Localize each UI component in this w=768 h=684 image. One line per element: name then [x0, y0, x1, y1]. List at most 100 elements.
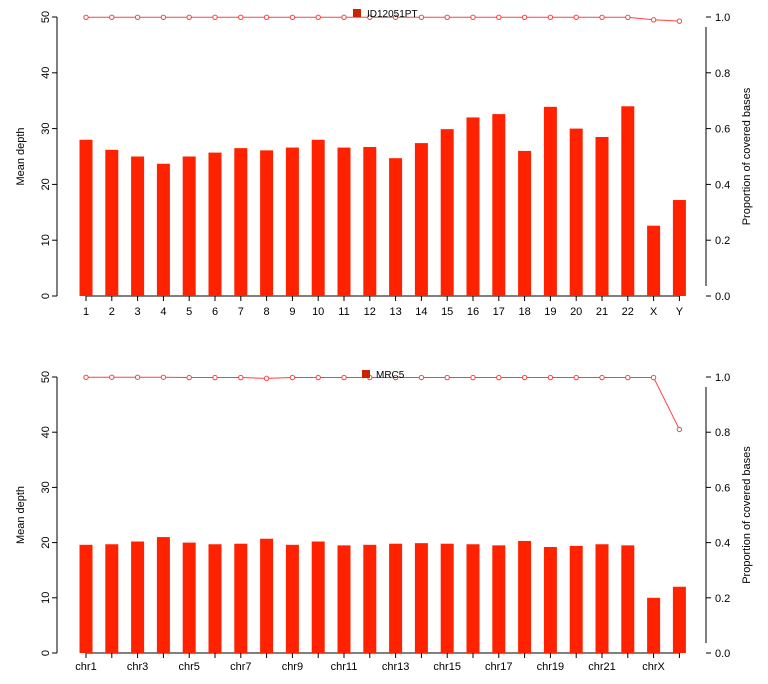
x-tick-label: Y [676, 306, 684, 318]
x-tick-label: chr11 [331, 661, 358, 673]
bar-chr12 [363, 544, 377, 653]
x-tick-label: chr15 [433, 661, 461, 673]
bar-chr18 [518, 540, 532, 653]
right-y-tick-label: 0.2 [715, 235, 730, 247]
bar-5 [182, 156, 196, 296]
proportion-point-chr11 [341, 374, 347, 381]
proportion-point-1 [83, 14, 89, 20]
x-tick-label: chr13 [382, 661, 410, 673]
proportion-point-X [650, 17, 657, 23]
left-y-tick-label: 10 [40, 592, 52, 604]
bar-9 [285, 147, 299, 296]
bar-7 [234, 148, 248, 296]
bar-chr19 [543, 547, 557, 653]
x-tick-label: chr7 [230, 661, 251, 673]
proportion-point-chr8 [263, 375, 270, 382]
x-tick-label: chr17 [485, 661, 513, 673]
bar-1 [79, 139, 93, 296]
proportion-point-chr9 [289, 374, 296, 381]
chart-panel-1: 0 10 20 30 40 50 Mean depth 0.0 0.2 0.4 0.6 0.8 1.0 P… [15, 9, 753, 318]
bar-19 [543, 106, 557, 296]
proportion-point-chr4 [160, 374, 167, 380]
bar-chr17 [492, 545, 506, 653]
bar-chr1 [79, 544, 93, 653]
proportion-point-13 [392, 14, 399, 20]
right-y-tick-label: 0.0 [715, 291, 730, 303]
bar-chr16 [466, 544, 480, 653]
bar-11 [337, 147, 351, 296]
proportion-point-7 [238, 14, 244, 20]
left-y-tick-label: 40 [40, 67, 52, 79]
right-y-tick-label: 0.2 [715, 593, 730, 605]
x-tick-label: chr3 [127, 661, 148, 673]
bar-3 [131, 156, 145, 296]
proportion-point-5 [186, 14, 192, 20]
bar-chr13 [389, 543, 403, 653]
proportion-point-chr2 [109, 374, 115, 380]
proportion-point-chr17 [496, 374, 502, 381]
right-y-axis-label: Proportion of covered bases [741, 87, 753, 225]
proportion-point-chr16 [470, 374, 476, 381]
bar-chr21 [595, 544, 609, 653]
bar-15 [440, 129, 454, 296]
x-tick-label: 7 [238, 306, 244, 318]
proportion-point-14 [418, 14, 425, 20]
right-y-axis-label: Proportion of covered bases [741, 446, 753, 584]
bar-13 [389, 158, 403, 296]
proportion-point-3 [134, 14, 141, 20]
left-y-tick-label: 10 [40, 234, 52, 246]
bar-chrY [672, 586, 686, 653]
bar-chr11 [337, 545, 351, 653]
bar-chr9 [285, 544, 299, 653]
proportion-point-chr21 [599, 374, 605, 381]
x-tick-label: X [650, 306, 658, 318]
x-tick-label: chr19 [537, 661, 565, 673]
proportion-point-20 [573, 14, 579, 20]
proportion-point-Y [676, 18, 683, 24]
proportion-point-19 [547, 14, 554, 20]
proportion-point-21 [599, 14, 605, 20]
proportion-line [86, 376, 680, 430]
proportion-point-8 [263, 14, 270, 20]
x-tick-label: 8 [264, 306, 270, 318]
x-tick-label: 1 [83, 306, 89, 318]
bar-chr5 [182, 542, 196, 653]
x-tick-label: 14 [415, 306, 427, 318]
bar-12 [363, 147, 377, 296]
x-tick-label: 12 [364, 306, 376, 318]
x-tick-label: chrX [642, 661, 665, 673]
bar-6 [208, 152, 222, 296]
bar-chr4 [156, 537, 170, 653]
left-y-tick-label: 50 [40, 11, 52, 23]
proportion-point-chr19 [547, 374, 554, 381]
proportion-point-16 [470, 14, 476, 20]
proportion-point-chr20 [573, 374, 579, 381]
bar-22 [621, 106, 635, 296]
legend-label: MRC5 [376, 370, 405, 381]
bar-chr8 [260, 538, 274, 653]
proportion-point-10 [315, 14, 321, 20]
proportion-point-chr5 [186, 374, 192, 381]
x-tick-label: 17 [493, 306, 505, 318]
left-y-tick-label: 20 [40, 536, 52, 548]
left-y-tick-label: 0 [40, 293, 52, 299]
proportion-point-17 [496, 14, 502, 20]
x-tick-label: 2 [109, 306, 115, 318]
left-y-tick-label: 0 [40, 650, 52, 656]
bar-chr6 [208, 544, 222, 653]
legend-label: ID12051PT [367, 9, 418, 20]
proportion-point-15 [444, 14, 450, 20]
proportion-point-chr1 [83, 374, 89, 380]
right-y-tick-label: 0.0 [715, 648, 730, 660]
bar-4 [156, 163, 170, 296]
proportion-point-11 [341, 14, 347, 20]
bar-chr10 [311, 541, 325, 653]
proportion-line [86, 16, 680, 22]
left-y-axis-label: Mean depth [15, 127, 27, 185]
bar-20 [569, 128, 583, 296]
proportion-point-chr14 [418, 374, 425, 381]
proportion-point-chrY [676, 426, 683, 433]
proportion-point-12 [367, 14, 373, 20]
right-y-tick-label: 1.0 [715, 372, 730, 384]
left-y-tick-label: 40 [40, 426, 52, 438]
